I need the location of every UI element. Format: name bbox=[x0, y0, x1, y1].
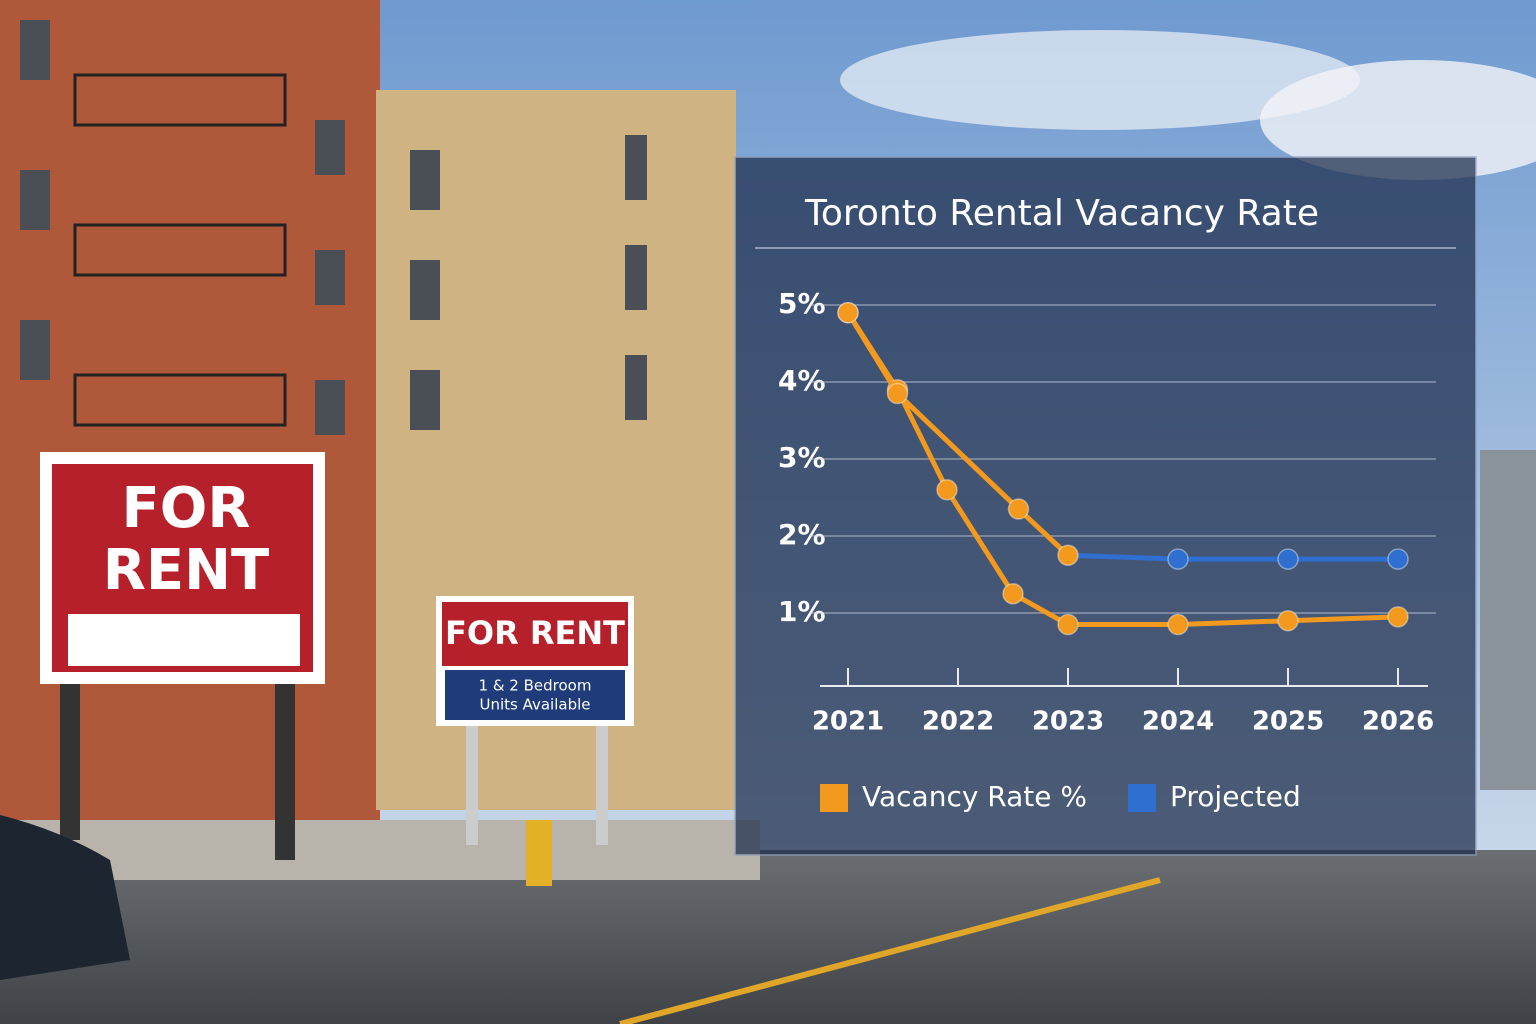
data-point bbox=[886, 382, 909, 405]
data-point bbox=[1007, 498, 1030, 520]
x-tick-label: 2024 bbox=[1142, 707, 1214, 737]
legend-swatch bbox=[1128, 784, 1156, 812]
data-point bbox=[837, 301, 859, 324]
legend-label: Projected bbox=[1170, 780, 1301, 813]
legend-swatch bbox=[820, 784, 848, 812]
chart-panel bbox=[734, 156, 1477, 856]
x-tick-label: 2023 bbox=[1032, 707, 1104, 737]
line-segment bbox=[944, 487, 1016, 597]
sign-board bbox=[442, 602, 628, 666]
sidewalk bbox=[0, 820, 760, 880]
line-segment bbox=[1016, 506, 1071, 558]
balconies bbox=[73, 73, 287, 427]
tower bbox=[1480, 450, 1536, 790]
data-point bbox=[1387, 606, 1409, 628]
data-point bbox=[1387, 548, 1409, 570]
cloud bbox=[840, 30, 1360, 130]
chart-title: Toronto Rental Vacancy Rate bbox=[804, 193, 1319, 234]
sign-text: RENT bbox=[103, 538, 269, 603]
line-segment bbox=[845, 310, 900, 397]
cloud bbox=[1260, 60, 1536, 180]
windows bbox=[20, 20, 647, 435]
line-segment bbox=[1175, 618, 1291, 628]
y-tick-label: 2% bbox=[778, 518, 826, 551]
line-segment bbox=[895, 391, 1021, 512]
sign-post bbox=[275, 680, 295, 860]
x-tick-label: 2026 bbox=[1362, 707, 1434, 737]
data-point bbox=[936, 479, 958, 501]
y-tick-label: 1% bbox=[778, 595, 826, 628]
y-tick-label: 4% bbox=[778, 364, 826, 397]
data-point bbox=[1002, 583, 1024, 605]
sign-text: FOR RENT bbox=[445, 614, 625, 652]
line-segment bbox=[895, 387, 950, 493]
data-point bbox=[1057, 544, 1079, 566]
sign-board bbox=[445, 670, 625, 720]
legend-label: Vacancy Rate % bbox=[862, 780, 1087, 813]
road-line bbox=[619, 877, 1161, 1024]
sign-post bbox=[466, 725, 478, 845]
data-point bbox=[1057, 613, 1079, 636]
x-tick-label: 2021 bbox=[812, 707, 884, 737]
x-tick-label: 2022 bbox=[922, 707, 994, 737]
sign-text: Units Available bbox=[479, 696, 590, 714]
sign-text: 1 & 2 Bedroom bbox=[479, 677, 592, 695]
line-segment bbox=[1010, 591, 1071, 628]
line-segment bbox=[1285, 614, 1401, 624]
y-tick-label: 5% bbox=[778, 287, 826, 320]
data-point bbox=[1277, 548, 1299, 570]
y-tick-label: 3% bbox=[778, 441, 826, 474]
data-point bbox=[1167, 548, 1189, 570]
sign-blank bbox=[68, 614, 300, 666]
car bbox=[0, 815, 130, 980]
line-segment bbox=[1065, 552, 1181, 562]
x-tick-label: 2025 bbox=[1252, 707, 1324, 737]
data-point bbox=[1277, 609, 1299, 632]
sign-post bbox=[60, 680, 80, 840]
sign-post bbox=[596, 725, 608, 845]
sign-text: FOR bbox=[122, 476, 251, 541]
hydrant bbox=[526, 820, 552, 886]
data-point bbox=[1167, 613, 1189, 636]
